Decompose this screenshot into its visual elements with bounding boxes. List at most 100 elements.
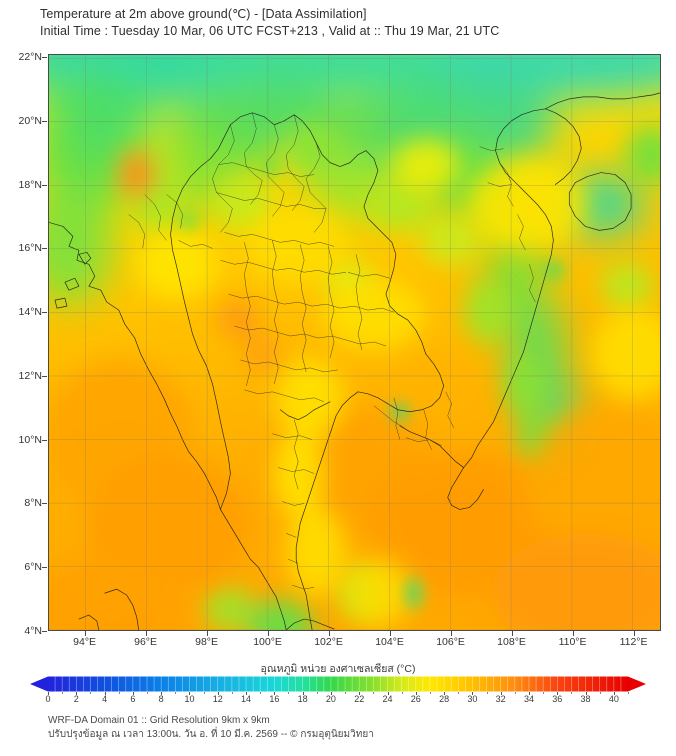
latitude-tick bbox=[42, 567, 47, 569]
colorbar-tick bbox=[415, 692, 417, 695]
latitude-tick-label: 4°N bbox=[24, 625, 42, 637]
footer-update-info: ปรับปรุงข้อมูล ณ เวลา 13:00น. วัน อ. ที่… bbox=[48, 729, 374, 740]
colorbar-tick bbox=[246, 692, 248, 695]
longitude-tick bbox=[389, 631, 391, 636]
colorbar-tick bbox=[132, 692, 134, 695]
longitude-tick bbox=[633, 631, 635, 636]
latitude-tick-label: 12°N bbox=[18, 369, 42, 382]
map-plot-area bbox=[48, 54, 661, 631]
colorbar-tick-label: 24 bbox=[382, 694, 393, 704]
latitude-tick bbox=[42, 312, 47, 314]
longitude-tick-label: 112°E bbox=[619, 636, 648, 648]
colorbar-over-arrow bbox=[628, 676, 646, 692]
footer: WRF-DA Domain 01 :: Grid Resolution 9km … bbox=[48, 714, 648, 742]
latitude-tick bbox=[42, 248, 47, 250]
colorbar-tick-label: 20 bbox=[325, 694, 336, 704]
coastline-layer bbox=[49, 92, 660, 630]
colorbar-tick bbox=[359, 692, 361, 695]
colorbar-tick bbox=[330, 692, 332, 695]
colorbar-tick-label: 16 bbox=[269, 694, 280, 704]
colorbar-tick-label: 6 bbox=[130, 694, 136, 704]
footer-model-info: WRF-DA Domain 01 :: Grid Resolution 9km … bbox=[48, 715, 270, 726]
latitude-tick-label: 6°N bbox=[24, 561, 42, 574]
chart-subtitle: Initial Time : Tuesday 10 Mar, 06 UTC FC… bbox=[40, 24, 500, 38]
colorbar-tick bbox=[217, 692, 219, 695]
colorbar-tick-label: 18 bbox=[297, 694, 308, 704]
latitude-tick bbox=[42, 631, 47, 632]
colorbar-tick bbox=[175, 692, 177, 694]
colorbar-tick bbox=[147, 692, 149, 694]
longitude-tick-label: 106°E bbox=[436, 636, 465, 648]
colorbar-tick bbox=[161, 692, 163, 695]
colorbar-tick-label: 2 bbox=[73, 694, 79, 704]
latitude-tick-label: 20°N bbox=[18, 114, 42, 127]
colorbar-tick bbox=[345, 692, 347, 694]
colorbar-under-arrow bbox=[30, 676, 48, 692]
colorbar-tick bbox=[302, 692, 304, 695]
temperature-field-map bbox=[49, 55, 660, 630]
longitude-tick bbox=[450, 631, 452, 636]
longitude-tick bbox=[267, 631, 269, 636]
latitude-tick-label: 10°N bbox=[18, 433, 42, 446]
longitude-tick bbox=[145, 631, 147, 636]
colorbar-tick bbox=[543, 692, 545, 694]
colorbar-tick bbox=[387, 692, 389, 695]
colorbar-tick bbox=[613, 692, 615, 695]
colorbar-tick-label: 12 bbox=[212, 694, 223, 704]
latitude-tick bbox=[42, 439, 47, 441]
colorbar-tick bbox=[599, 692, 601, 694]
colorbar-tick-label: 0 bbox=[45, 694, 51, 704]
colorbar-tick bbox=[203, 692, 205, 694]
longitude-tick bbox=[511, 631, 513, 636]
chart-header: Temperature at 2m above ground(℃) - [Dat… bbox=[40, 6, 660, 40]
longitude-tick bbox=[206, 631, 208, 636]
longitude-tick bbox=[84, 631, 86, 636]
colorbar-tick bbox=[90, 692, 92, 694]
longitude-tick-label: 102°E bbox=[314, 636, 343, 648]
latitude-tick-label: 14°N bbox=[18, 306, 42, 319]
longitude-tick bbox=[328, 631, 330, 636]
colorbar-tick bbox=[288, 692, 290, 694]
latitude-tick-label: 18°N bbox=[18, 178, 42, 191]
colorbar-tick bbox=[500, 692, 502, 695]
longitude-tick-label: 100°E bbox=[253, 636, 282, 648]
colorbar-tick-label: 30 bbox=[467, 694, 478, 704]
colorbar-tick-label: 22 bbox=[354, 694, 365, 704]
colorbar-tick bbox=[585, 692, 587, 695]
longitude-tick-label: 108°E bbox=[497, 636, 526, 648]
province-boundaries-layer bbox=[128, 112, 536, 590]
colorbar-tick bbox=[429, 692, 431, 694]
colorbar-tick-label: 4 bbox=[102, 694, 108, 704]
colorbar-title: อุณหภูมิ หน่วย องศาเซลเซียส (°C) bbox=[260, 663, 416, 675]
colorbar-tick bbox=[274, 692, 276, 695]
colorbar-tick bbox=[444, 692, 446, 695]
colorbar-tick bbox=[118, 692, 120, 694]
latitude-tick bbox=[42, 503, 47, 505]
colorbar-tick-label: 34 bbox=[523, 694, 534, 704]
colorbar-tick bbox=[62, 692, 64, 694]
longitude-tick-label: 98°E bbox=[195, 636, 219, 648]
colorbar-tick-label: 28 bbox=[439, 694, 450, 704]
colorbar-tick bbox=[76, 692, 78, 695]
colorbar-tick-label: 8 bbox=[158, 694, 164, 704]
colorbar-tick bbox=[472, 692, 474, 695]
colorbar-gradient bbox=[30, 676, 646, 692]
colorbar: อุณหภูมิ หน่วย องศาเซลเซียส (°C) 0 2 4 6 8 10… bbox=[0, 660, 676, 712]
colorbar-tick bbox=[373, 692, 375, 694]
longitude-tick-label: 94°E bbox=[73, 636, 97, 648]
colorbar-tick-label: 40 bbox=[608, 694, 619, 704]
longitude-tick-label: 110°E bbox=[558, 636, 587, 648]
longitude-tick-label: 104°E bbox=[375, 636, 404, 648]
latitude-tick bbox=[42, 184, 47, 186]
colorbar-tick bbox=[557, 692, 559, 695]
latitude-tick-label: 8°N bbox=[24, 497, 42, 510]
colorbar-tick bbox=[628, 692, 629, 694]
colorbar-tick bbox=[528, 692, 530, 695]
colorbar-tick bbox=[571, 692, 573, 694]
colorbar-tick-label: 14 bbox=[241, 694, 252, 704]
colorbar-tick bbox=[48, 692, 49, 695]
colorbar-tick-label: 10 bbox=[184, 694, 195, 704]
graticule-grid bbox=[49, 55, 660, 630]
latitude-tick-label: 16°N bbox=[18, 242, 42, 255]
longitude-tick bbox=[572, 631, 574, 636]
